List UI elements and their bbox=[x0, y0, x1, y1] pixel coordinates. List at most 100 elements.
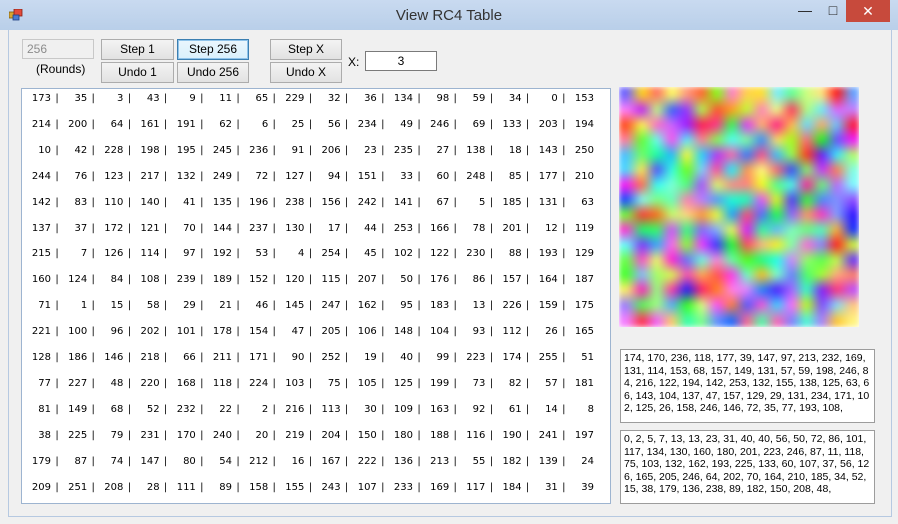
cell-separator: | bbox=[127, 170, 132, 182]
cell-separator: | bbox=[381, 248, 385, 260]
step-x-button[interactable]: Step X bbox=[270, 39, 342, 60]
table-cell: 27 bbox=[436, 144, 450, 156]
table-cell: 38 bbox=[38, 429, 51, 441]
table-cell: 171 bbox=[249, 352, 269, 363]
table-cell: 24 bbox=[581, 455, 594, 467]
table-cell: 196 bbox=[249, 196, 269, 208]
cell-separator: | bbox=[272, 118, 276, 130]
cell-separator: | bbox=[308, 274, 313, 286]
cell-separator: | bbox=[308, 352, 313, 363]
table-cell: 236 bbox=[249, 144, 269, 156]
table-cell: 19 bbox=[364, 352, 377, 363]
table-cell: 109 bbox=[393, 403, 413, 415]
table-cell: 230 bbox=[466, 248, 486, 260]
minimize-button[interactable]: — bbox=[790, 0, 820, 22]
close-icon: ✕ bbox=[862, 3, 874, 19]
table-cell: 8 bbox=[587, 403, 594, 415]
x-input[interactable]: 3 bbox=[365, 51, 437, 71]
cell-separator: | bbox=[562, 455, 566, 467]
table-cell: 183 bbox=[430, 300, 450, 312]
cell-separator: | bbox=[525, 144, 530, 156]
undo-x-button[interactable]: Undo X bbox=[270, 62, 342, 83]
table-cell: 59 bbox=[472, 93, 486, 104]
table-cell: 234 bbox=[357, 118, 377, 130]
step-256-button[interactable]: Step 256 bbox=[177, 39, 249, 60]
cell-separator: | bbox=[562, 352, 566, 363]
cell-separator: | bbox=[127, 481, 132, 493]
table-cell: 185 bbox=[502, 196, 522, 208]
cell-separator: | bbox=[489, 481, 494, 493]
cell-separator: | bbox=[272, 352, 276, 363]
rounds-field[interactable]: 256 bbox=[22, 39, 94, 59]
undo-1-button[interactable]: Undo 1 bbox=[101, 62, 174, 83]
output-textbox[interactable]: 174, 170, 236, 118, 177, 39, 147, 97, 21… bbox=[620, 349, 875, 423]
cell-separator: | bbox=[272, 377, 276, 389]
maximize-button[interactable]: □ bbox=[818, 0, 848, 22]
table-cell: 221 bbox=[31, 326, 51, 338]
undo-256-button[interactable]: Undo 256 bbox=[177, 62, 249, 83]
table-cell: 49 bbox=[400, 118, 413, 130]
step-1-button[interactable]: Step 1 bbox=[101, 39, 174, 60]
cell-separator: | bbox=[272, 196, 276, 208]
sorted-textbox[interactable]: 0, 2, 5, 7, 13, 13, 23, 31, 40, 40, 56, … bbox=[620, 430, 875, 504]
table-cell: 130 bbox=[285, 222, 305, 234]
table-cell: 155 bbox=[285, 481, 305, 493]
cell-separator: | bbox=[344, 144, 349, 156]
cell-separator: | bbox=[417, 248, 421, 260]
table-cell: 209 bbox=[31, 481, 51, 493]
cell-separator: | bbox=[91, 170, 95, 182]
table-cell: 95 bbox=[400, 300, 413, 312]
cell-separator: | bbox=[200, 144, 204, 156]
table-cell: 36 bbox=[364, 93, 377, 104]
table-cell: 80 bbox=[183, 455, 196, 467]
table-cell: 31 bbox=[545, 481, 558, 493]
cell-separator: | bbox=[272, 274, 276, 286]
table-cell: 47 bbox=[291, 326, 305, 338]
table-cell: 54 bbox=[219, 455, 232, 467]
table-cell: 10 bbox=[38, 144, 51, 156]
cell-separator: | bbox=[200, 403, 204, 415]
close-button[interactable]: ✕ bbox=[846, 0, 890, 22]
cell-separator: | bbox=[453, 170, 457, 182]
table-cell: 73 bbox=[472, 377, 486, 389]
cell-separator: | bbox=[91, 352, 95, 363]
table-cell: 67 bbox=[436, 196, 450, 208]
table-row: 38 | 225 | 79 | 231 | 170 | 240 | 20 | 219 | 204 | 150 | 180… bbox=[22, 430, 608, 444]
cell-separator: | bbox=[344, 352, 349, 363]
cell-separator: | bbox=[308, 326, 313, 338]
cell-separator: | bbox=[91, 377, 95, 389]
cell-separator: | bbox=[525, 481, 530, 493]
table-cell: 65 bbox=[255, 93, 269, 104]
maximize-icon: □ bbox=[828, 2, 838, 18]
rc4-table[interactable]: 173 | 35 | 3 | 43 | 9 | 11 | 65 | 229 | 32 | 36 | 134 | 98 | 59 |… bbox=[21, 88, 611, 504]
cell-separator: | bbox=[200, 222, 204, 234]
table-cell: 165 bbox=[574, 326, 594, 338]
table-cell: 222 bbox=[357, 455, 377, 467]
table-cell: 23 bbox=[364, 144, 377, 156]
table-cell: 233 bbox=[393, 481, 413, 493]
table-row: 215 | 7 | 126 | 114 | 97 | 192 | 53 | 4 | 254 | 45 | 102 | 122… bbox=[22, 248, 608, 262]
table-cell: 43 bbox=[146, 93, 160, 104]
cell-separator: | bbox=[163, 196, 168, 208]
table-cell: 205 bbox=[321, 326, 341, 338]
table-cell: 189 bbox=[212, 274, 232, 286]
cell-separator: | bbox=[127, 300, 132, 312]
title-bar[interactable]: View RC4 Table — □ ✕ bbox=[0, 0, 898, 30]
cell-separator: | bbox=[417, 118, 421, 130]
cell-separator: | bbox=[91, 403, 95, 415]
cell-separator: | bbox=[417, 403, 421, 415]
cell-separator: | bbox=[344, 118, 349, 130]
table-cell: 217 bbox=[140, 170, 160, 182]
cell-separator: | bbox=[417, 455, 421, 467]
cell-separator: | bbox=[381, 403, 385, 415]
app-icon bbox=[9, 9, 23, 21]
cell-separator: | bbox=[91, 118, 95, 130]
cell-separator: | bbox=[163, 274, 168, 286]
cell-separator: | bbox=[344, 481, 349, 493]
cell-separator: | bbox=[91, 93, 95, 104]
table-cell: 213 bbox=[430, 455, 450, 467]
cell-separator: | bbox=[308, 377, 313, 389]
table-cell: 52 bbox=[146, 403, 160, 415]
table-cell: 231 bbox=[140, 429, 160, 441]
table-cell: 187 bbox=[574, 274, 594, 286]
